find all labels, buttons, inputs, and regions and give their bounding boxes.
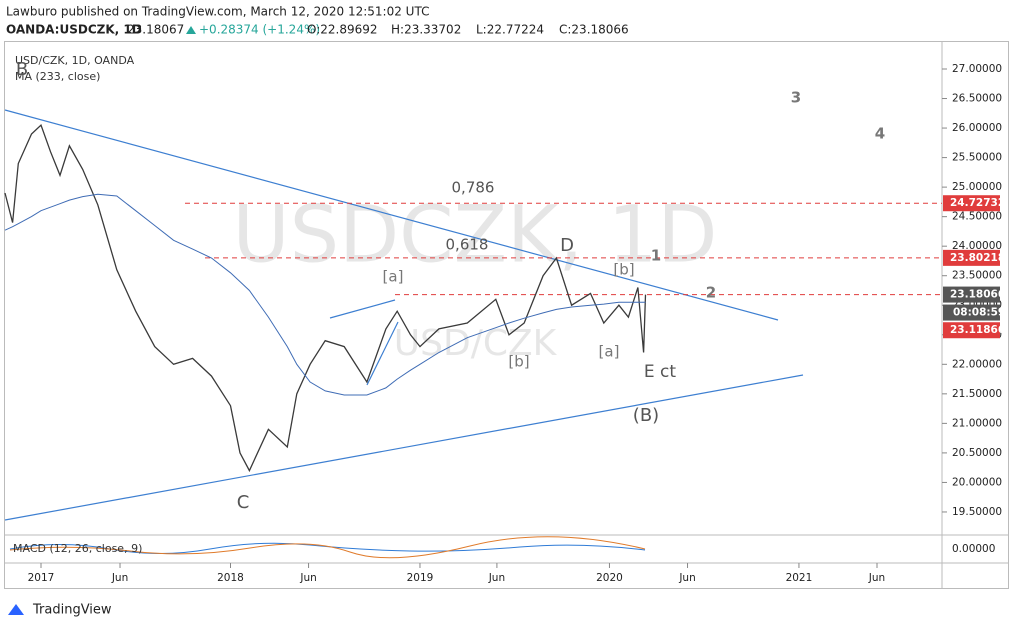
annotation: [b] — [613, 261, 634, 279]
high: H:23.33702 — [391, 23, 461, 37]
signal-line — [9, 536, 646, 559]
trendline — [4, 109, 779, 321]
annotation: E ct — [644, 362, 676, 382]
price-tag-label: 23.11866 — [950, 324, 1005, 336]
annotation: 4 — [875, 125, 885, 143]
y-tick-label: 21.00000 — [952, 417, 1002, 429]
annotation: 0,786 — [452, 179, 495, 197]
y-tick-label: 20.00000 — [952, 476, 1002, 488]
legend-entry: USD/CZK, 1D, OANDA — [15, 54, 135, 67]
ma-line — [4, 193, 646, 396]
y-tick-label: 21.50000 — [952, 388, 1002, 400]
annotation: (B) — [633, 405, 659, 426]
macd-label: MACD (12, 26, close, 9) — [13, 542, 142, 555]
trendline — [4, 374, 804, 521]
annotation: 1 — [651, 247, 661, 265]
y-tick-label: 24.00000 — [952, 240, 1002, 252]
x-tick-label: 2018 — [217, 572, 244, 584]
x-tick-label: 2021 — [786, 572, 813, 584]
x-tick-label: Jun — [678, 572, 695, 584]
brand: TradingView — [32, 603, 112, 618]
annotation: [b] — [508, 353, 529, 371]
countdown-tag — [943, 304, 1000, 321]
annotation: [a] — [599, 343, 620, 361]
price-tag-label: 23.18066 — [950, 289, 1005, 301]
annotation: 2 — [706, 284, 716, 302]
legend-entry: MA (233, close) — [15, 70, 100, 83]
macd-tick-label: 0.00000 — [952, 543, 995, 555]
price-tag-label: 24.72732 — [950, 197, 1005, 209]
x-tick-label: 2020 — [596, 572, 623, 584]
x-tick-label: Jun — [868, 572, 885, 584]
price-tag — [943, 195, 1000, 212]
price-line — [4, 123, 647, 473]
annotation: B — [16, 59, 28, 80]
symbol: OANDA:USDCZK, 1D — [6, 23, 142, 37]
watermark: USDCZK, 1D — [233, 190, 718, 280]
annotation: C — [237, 492, 250, 513]
y-tick-label: 25.50000 — [952, 152, 1002, 164]
x-tick-label: 2017 — [28, 572, 55, 584]
annotation: D — [560, 235, 574, 256]
price-tag-label: 23.80218 — [950, 252, 1005, 264]
y-tick-label: 20.50000 — [952, 447, 1002, 459]
frame — [4, 41, 1009, 589]
y-tick-label: 26.50000 — [952, 93, 1002, 105]
annotation: 3 — [791, 89, 801, 107]
x-tick-label: Jun — [111, 572, 128, 584]
countdown: 08:08:59 — [953, 307, 1005, 319]
x-tick-label: Jun — [299, 572, 316, 584]
price-tag — [943, 322, 1000, 339]
up-icon — [186, 26, 196, 34]
annotation: [a] — [383, 268, 404, 286]
change: +0.28374 (+1.24%) — [199, 23, 320, 37]
x-tick-label: 2019 — [407, 572, 434, 584]
annotation: 0,618 — [446, 236, 489, 254]
last-price: 23.18067 — [127, 23, 184, 37]
trendline — [366, 321, 399, 386]
y-tick-label: 25.00000 — [952, 181, 1002, 193]
trendline — [329, 299, 396, 319]
y-tick-label: 23.50000 — [952, 270, 1002, 282]
price-tag — [943, 249, 1000, 266]
logo — [8, 604, 24, 615]
open: O:22.89692 — [307, 23, 378, 37]
y-tick-label: 26.00000 — [952, 122, 1002, 134]
x-tick-label: Jun — [488, 572, 505, 584]
low: L:22.77224 — [476, 23, 544, 37]
logo-icon — [8, 604, 24, 615]
price-tag — [943, 286, 1000, 303]
publisher: Lawburo published on TradingView.com, Ma… — [6, 5, 429, 19]
y-tick-label: 19.50000 — [952, 506, 1002, 518]
y-tick-label: 22.00000 — [952, 358, 1002, 370]
y-tick-label: 27.00000 — [952, 63, 1002, 75]
close: C:23.18066 — [559, 23, 629, 37]
y-tick-label: 24.50000 — [952, 211, 1002, 223]
watermark-sub: USD/CZK — [394, 323, 558, 364]
